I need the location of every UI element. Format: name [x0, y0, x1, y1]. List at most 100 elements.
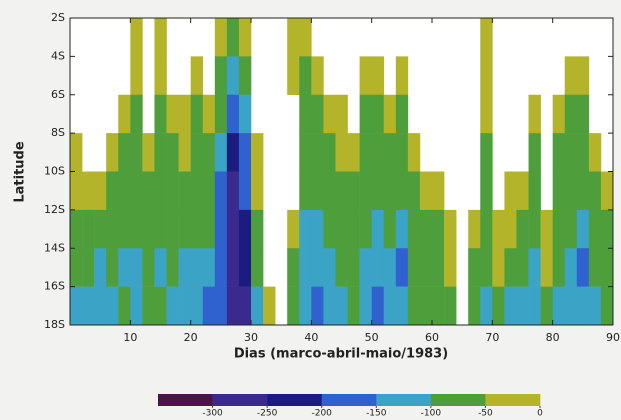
cell [504, 209, 517, 249]
cell [383, 171, 397, 211]
cell [323, 248, 336, 287]
cell [528, 209, 541, 249]
y-tick-label: 4S [51, 49, 65, 62]
cell [130, 133, 143, 172]
x-tick-label: 30 [244, 331, 258, 344]
cell [359, 94, 372, 134]
cell [287, 286, 300, 326]
cell [371, 248, 385, 287]
cell [202, 209, 216, 249]
cell [516, 171, 529, 211]
cell [359, 171, 372, 211]
cell [407, 286, 421, 326]
cell [82, 286, 95, 326]
cell [130, 248, 143, 287]
cell [166, 171, 179, 211]
cell [106, 133, 119, 172]
cell [359, 209, 372, 249]
cell [371, 56, 385, 96]
cell [118, 94, 131, 134]
cell [142, 171, 155, 211]
cell [419, 248, 433, 287]
x-axis-title: Dias (marco-abril-maio/1983) [234, 347, 448, 362]
cell [444, 286, 457, 326]
y-tick-label: 6S [51, 88, 65, 101]
cell [395, 94, 409, 134]
cell [154, 133, 167, 172]
cell [287, 18, 300, 57]
cell [588, 171, 602, 211]
colorbar-tick-label: -300 [202, 409, 223, 419]
cell [540, 286, 553, 326]
cell [600, 286, 614, 326]
cell [576, 56, 590, 96]
cell [178, 209, 191, 249]
cell [419, 286, 433, 326]
cell [226, 133, 240, 172]
cell [564, 209, 578, 249]
cell [214, 286, 228, 326]
cell [311, 209, 324, 249]
cell [311, 248, 324, 287]
cell [251, 286, 264, 326]
cell [226, 56, 240, 96]
cell [576, 171, 590, 211]
cell [214, 248, 228, 287]
cells [70, 18, 614, 326]
cell [504, 171, 517, 211]
cell [359, 133, 372, 172]
cell [552, 209, 566, 249]
cell [238, 248, 252, 287]
cell [383, 133, 397, 172]
cell [70, 133, 83, 172]
cell [552, 171, 566, 211]
cell [226, 209, 240, 249]
cell [347, 209, 360, 249]
x-tick-label: 40 [304, 331, 318, 344]
cell [395, 56, 409, 96]
cell [323, 209, 336, 249]
cell [504, 248, 517, 287]
cell [311, 286, 324, 326]
cell [347, 248, 360, 287]
colorbar-tick-label: -250 [257, 409, 278, 419]
cell [564, 171, 578, 211]
cell [323, 133, 336, 172]
cell [540, 209, 553, 249]
cell [600, 171, 614, 211]
cell [504, 286, 517, 326]
cell [226, 171, 240, 211]
cell [118, 171, 131, 211]
cell [154, 248, 167, 287]
cell [202, 171, 216, 211]
cell [359, 248, 372, 287]
cell [395, 209, 409, 249]
cell [371, 286, 385, 326]
cell [588, 248, 602, 287]
cell [600, 209, 614, 249]
cell [444, 209, 457, 249]
cell [190, 286, 204, 326]
cell [118, 209, 131, 249]
cell [407, 133, 421, 172]
cell [130, 171, 143, 211]
cell [564, 133, 578, 172]
cell [299, 286, 312, 326]
cell [238, 56, 252, 96]
cell [383, 248, 397, 287]
y-tick-label: 18S [44, 318, 65, 331]
cell [480, 248, 493, 287]
cell [299, 56, 312, 96]
cell [106, 286, 119, 326]
cell [190, 94, 204, 134]
cell [576, 286, 590, 326]
cell [130, 286, 143, 326]
cell [142, 286, 155, 326]
cell [395, 286, 409, 326]
y-tick-label: 8S [51, 126, 65, 139]
cell [335, 248, 348, 287]
cell [190, 133, 204, 172]
cell [564, 248, 578, 287]
cell [263, 286, 276, 326]
cell [480, 56, 493, 96]
